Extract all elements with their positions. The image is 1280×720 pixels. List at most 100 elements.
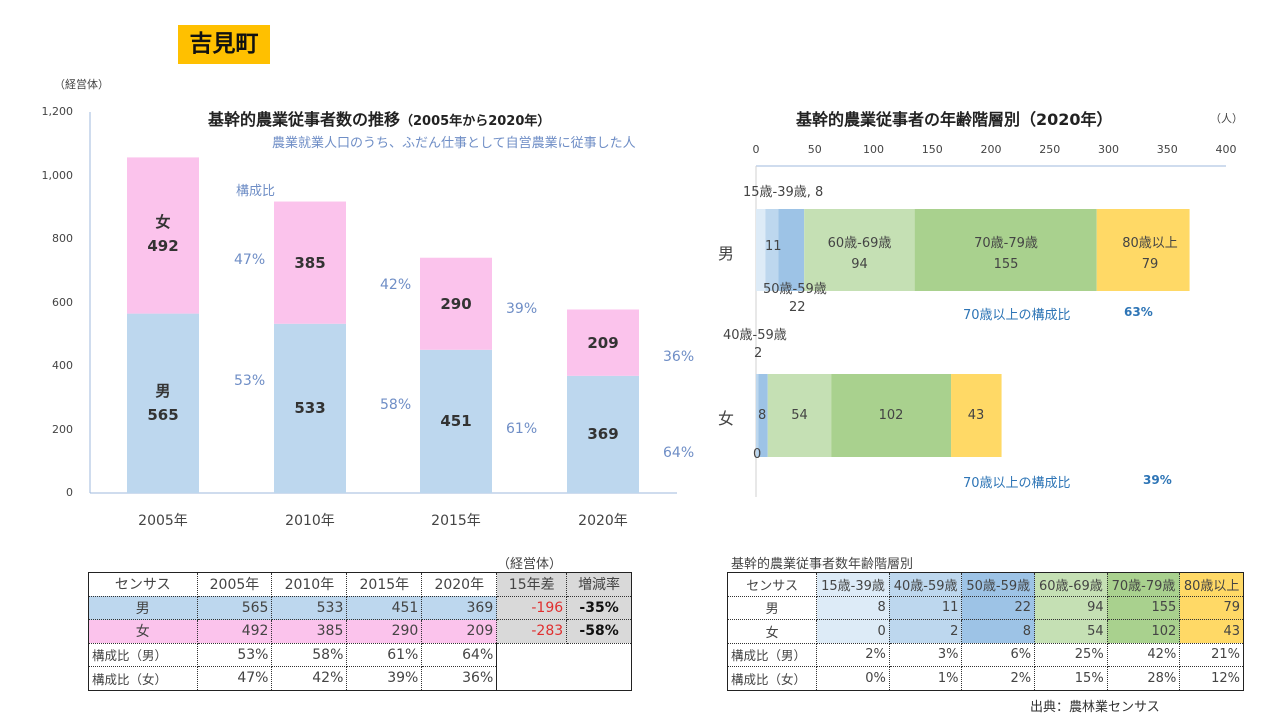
label-f-70-79: 102 bbox=[878, 408, 904, 423]
label-f-40-59-name: 40歳-59歳 bbox=[723, 328, 787, 343]
ratio-label: 構成比 bbox=[236, 184, 276, 199]
ratio70-male-label: 70歳以上の構成比 bbox=[963, 308, 1071, 323]
ratio70-female-value: 39% bbox=[1143, 473, 1172, 487]
ratio-male: 61% bbox=[506, 421, 538, 437]
table-cell: 男 bbox=[88, 595, 198, 620]
table-cell: 47% bbox=[196, 666, 273, 691]
header-cell: 60歳-69歳 bbox=[1034, 572, 1108, 597]
header-cell: 2020年 bbox=[421, 572, 498, 597]
header-cell: 15年差 bbox=[496, 572, 568, 597]
hbar-female-seg-4 bbox=[831, 374, 952, 457]
right-chart-title: 基幹的農業従事者の年齢階層別（2020年） bbox=[796, 110, 1113, 129]
table-cell: 533 bbox=[271, 595, 348, 620]
label-m-50-59: 22 bbox=[789, 300, 806, 315]
table-cell: 3% bbox=[888, 642, 963, 667]
table-cell: 565 bbox=[196, 595, 273, 620]
ratio-female: 47% bbox=[234, 252, 266, 268]
table-cell: 構成比（男） bbox=[726, 642, 818, 667]
table-row: 女 0 2 8 54 102 43 bbox=[726, 619, 1244, 644]
label-m-70-79: 70歳-79歳 155 bbox=[974, 236, 1038, 272]
x-tick-label-right: 300 bbox=[1098, 143, 1119, 156]
table-cell: 8 bbox=[961, 619, 1036, 644]
x-tick-label-right: 250 bbox=[1039, 143, 1061, 156]
header-cell: 70歳-79歳 bbox=[1106, 572, 1181, 597]
label-f-80: 43 bbox=[967, 408, 985, 423]
x-tick-label-right: 50 bbox=[807, 143, 822, 156]
table-cell: 102 bbox=[1106, 619, 1181, 644]
table-row: 男 8 11 22 94 155 79 bbox=[726, 595, 1244, 620]
table-cell: 構成比（女） bbox=[726, 666, 818, 691]
ratio-female: 42% bbox=[380, 277, 412, 293]
header-cell: 2015年 bbox=[346, 572, 423, 597]
table-cell: 369 bbox=[421, 595, 498, 620]
bar-male-2 bbox=[420, 349, 492, 493]
bar-female-0 bbox=[127, 157, 199, 314]
table-cell: 155 bbox=[1106, 595, 1181, 620]
age-table: センサス 15歳-39歳 40歳-59歳 50歳-59歳 60歳-69歳 70歳-79歳 8… bbox=[726, 572, 1244, 691]
hbar-male-seg-4 bbox=[914, 209, 1097, 291]
hbar-female-seg-5 bbox=[951, 374, 1002, 457]
ratio70-male-value: 63% bbox=[1124, 305, 1153, 319]
label-m-15-39: 15歳-39歳, 8 bbox=[743, 185, 824, 200]
header-cell: 15歳-39歳 bbox=[816, 572, 890, 597]
hbar-female-seg-2 bbox=[758, 374, 768, 457]
table-cell: 0 bbox=[816, 619, 890, 644]
ratio-female: 36% bbox=[663, 349, 695, 365]
left-chart-unit: （経営体） bbox=[54, 78, 109, 91]
hbar-female-seg-1 bbox=[756, 374, 759, 457]
bar-value-male: 369 bbox=[587, 425, 619, 444]
label-m-80: 80歳以上 79 bbox=[1122, 236, 1178, 272]
table-cell: 女 bbox=[726, 619, 818, 644]
bar-series-name-male: 男 bbox=[155, 382, 171, 401]
table-cell: 209 bbox=[421, 619, 498, 644]
table-cell: 28% bbox=[1106, 666, 1181, 691]
right-chart-unit: （人） bbox=[1210, 112, 1243, 125]
label-f-60-69: 54 bbox=[791, 408, 808, 423]
bar-value-female: 385 bbox=[294, 253, 326, 272]
bar-male-1 bbox=[274, 323, 346, 493]
y-tick-label: 0 bbox=[66, 486, 73, 499]
table-row: 女 492 385 290 209 -283 -58% bbox=[88, 619, 632, 644]
table-cell: 構成比（女） bbox=[88, 666, 198, 691]
bar-value-female: 209 bbox=[587, 333, 619, 352]
category-female: 女 bbox=[718, 409, 735, 428]
bar-male-3 bbox=[567, 375, 639, 493]
table-cell: 36% bbox=[421, 666, 498, 691]
empty-cell bbox=[496, 643, 632, 667]
table-cell: 492 bbox=[196, 619, 273, 644]
bar-female-3 bbox=[567, 309, 639, 376]
y-tick-label: 600 bbox=[52, 295, 73, 309]
table-cell: 女 bbox=[88, 619, 198, 644]
bar-value-male: 533 bbox=[294, 399, 326, 418]
table-cell: 1% bbox=[888, 666, 963, 691]
table-header-row: センサス 15歳-39歳 40歳-59歳 50歳-59歳 60歳-69歳 70歳-79歳 8… bbox=[726, 572, 1244, 597]
bar-female-1 bbox=[274, 201, 346, 324]
left-chart-title: 基幹的農業従事者数の推移（2005年から2020年） bbox=[208, 110, 551, 129]
table-cell: 0% bbox=[816, 666, 890, 691]
header-cell: センサス bbox=[726, 572, 818, 597]
table-cell: 385 bbox=[271, 619, 348, 644]
bar-value-female: 290 bbox=[440, 294, 472, 313]
header-cell: 増減率 bbox=[566, 572, 632, 597]
table-cell: 43 bbox=[1179, 619, 1244, 644]
table-row: 構成比（女） 47% 42% 39% 36% bbox=[88, 666, 632, 691]
ratio-male: 53% bbox=[234, 373, 266, 389]
table-cell: 2% bbox=[961, 666, 1036, 691]
hbar-male-seg-0 bbox=[756, 209, 766, 291]
table-cell: -35% bbox=[566, 595, 632, 620]
table-row: 構成比（男） 53% 58% 61% 64% bbox=[88, 642, 632, 667]
hbar-male-seg-1 bbox=[765, 209, 779, 291]
x-tick-label: 2010年 bbox=[285, 513, 335, 529]
x-tick-label: 2005年 bbox=[138, 513, 188, 529]
table-cell: 42% bbox=[1106, 642, 1181, 667]
ratio-male: 64% bbox=[663, 445, 695, 461]
table2-title: 基幹的農業従事者数年齢階層別 bbox=[731, 557, 914, 572]
source-note: 出典：農林業センサス bbox=[1030, 700, 1160, 715]
table-cell: 64% bbox=[421, 642, 498, 667]
category-male: 男 bbox=[718, 244, 735, 263]
header-cell: 2005年 bbox=[196, 572, 273, 597]
x-tick-label-right: 400 bbox=[1215, 143, 1237, 156]
label-m-50-59-name: 50歳-59歳 bbox=[763, 282, 827, 297]
table-row: 男 565 533 451 369 -196 -35% bbox=[88, 595, 632, 620]
table-cell: 12% bbox=[1179, 666, 1244, 691]
